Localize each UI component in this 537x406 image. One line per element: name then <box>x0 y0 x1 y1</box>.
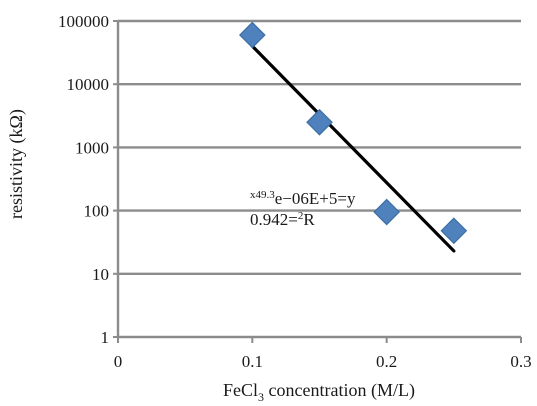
r-squared-main: 0.942= <box>250 210 298 229</box>
x-tick-label: 0.3 <box>510 352 531 371</box>
y-tick-label: 100 <box>84 202 110 221</box>
data-point-marker <box>306 108 333 136</box>
equation-label: x49.3e−06E+5=y <box>250 189 356 208</box>
marker-layer <box>238 21 468 245</box>
equation-main: e−06E+5=y <box>275 189 356 208</box>
axis-layer <box>113 20 522 343</box>
r-squared-sup: 2 <box>298 210 304 222</box>
trendline <box>250 44 456 253</box>
data-point-marker <box>373 198 401 226</box>
y-tick-label: 1 <box>101 328 110 347</box>
y-tick-label: 10000 <box>67 75 110 94</box>
x-tick-label: 0.2 <box>376 352 397 371</box>
y-tick-label: 1000 <box>75 138 109 157</box>
x-axis-title-post: concentration (M/L) <box>264 380 415 401</box>
y-tick-label: 100000 <box>58 12 109 31</box>
x-axis-title-pre: FeCl <box>223 380 258 400</box>
equation-sup: x49.3 <box>250 189 275 201</box>
x-axis-title-sub: 3 <box>258 390 264 404</box>
r-squared-post: R <box>303 210 315 229</box>
y-axis-title: resistivity (kΩ) <box>6 109 27 219</box>
data-point-marker <box>440 217 468 245</box>
label-layer: 1 10 100 1000 10000 100000 0 0.1 0.2 0.3 <box>58 12 532 371</box>
grid-layer <box>118 19 521 275</box>
data-point-marker <box>238 21 266 49</box>
trend-layer <box>250 44 456 253</box>
x-tick-label: 0.1 <box>242 352 263 371</box>
y-tick-label: 10 <box>92 265 109 284</box>
r-squared-label: 0.942=2R <box>250 210 315 229</box>
x-tick-label: 0 <box>114 352 123 371</box>
x-axis-title: FeCl3 concentration (M/L) <box>223 380 415 404</box>
